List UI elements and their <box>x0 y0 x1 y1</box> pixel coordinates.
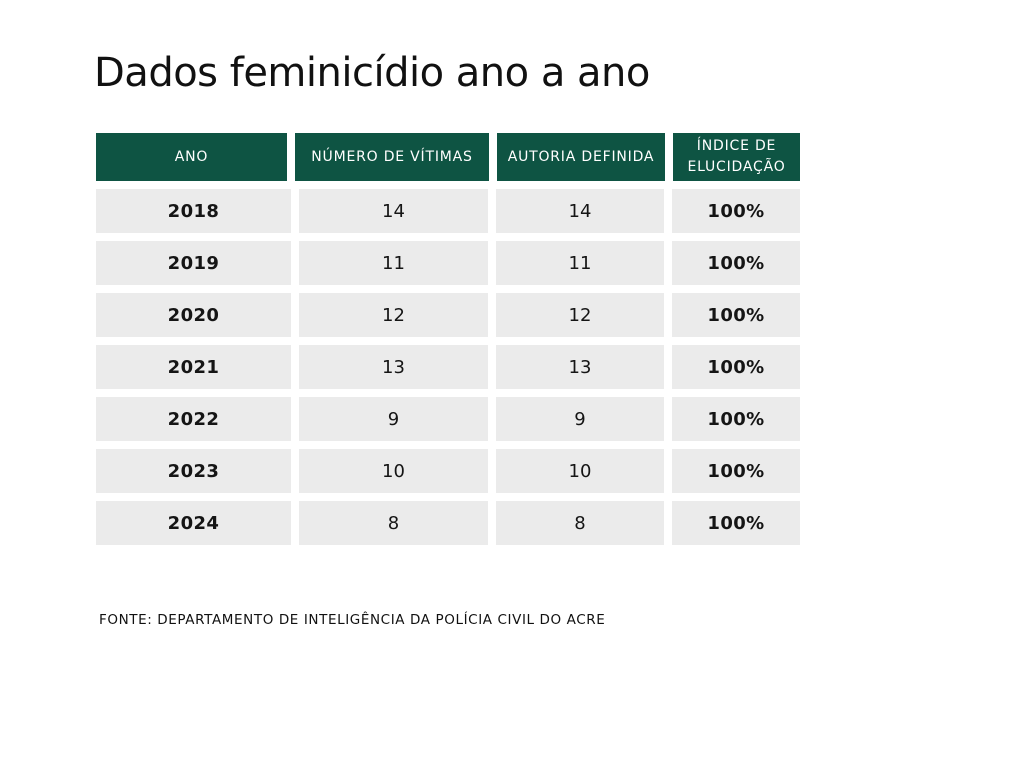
header-cell-ano: ANO <box>96 133 287 181</box>
cell-autoria-definida: 9 <box>496 397 664 441</box>
header-cell-autoria-definida: AUTORIA DEFINIDA <box>497 133 665 181</box>
cell-indice-elucidacao: 100% <box>672 501 800 545</box>
header-line-2: ELUCIDAÇÃO <box>687 159 786 175</box>
cell-numero-vitimas: 14 <box>299 189 488 233</box>
cell-indice-elucidacao: 100% <box>672 189 800 233</box>
cell-ano: 2018 <box>96 189 291 233</box>
cell-ano: 2019 <box>96 241 291 285</box>
header-line-1: ÍNDICE DE <box>696 138 777 154</box>
cell-autoria-definida: 11 <box>496 241 664 285</box>
cell-autoria-definida: 12 <box>496 293 664 337</box>
cell-numero-vitimas: 8 <box>299 501 488 545</box>
cell-indice-elucidacao: 100% <box>672 345 800 389</box>
cell-numero-vitimas: 10 <box>299 449 488 493</box>
source-note: FONTE: DEPARTAMENTO DE INTELIGÊNCIA DA P… <box>99 612 606 628</box>
cell-indice-elucidacao: 100% <box>672 397 800 441</box>
cell-ano: 2022 <box>96 397 291 441</box>
cell-autoria-definida: 14 <box>496 189 664 233</box>
cell-ano: 2024 <box>96 501 291 545</box>
header-cell-numero-vitimas: NÚMERO DE VÍTIMAS <box>295 133 489 181</box>
cell-indice-elucidacao: 100% <box>672 449 800 493</box>
cell-autoria-definida: 8 <box>496 501 664 545</box>
header-cell-indice-elucidacao: ÍNDICE DE ELUCIDAÇÃO <box>673 133 800 181</box>
cell-numero-vitimas: 11 <box>299 241 488 285</box>
cell-ano: 2023 <box>96 449 291 493</box>
cell-indice-elucidacao: 100% <box>672 293 800 337</box>
cell-autoria-definida: 10 <box>496 449 664 493</box>
cell-indice-elucidacao: 100% <box>672 241 800 285</box>
cell-ano: 2021 <box>96 345 291 389</box>
header-cell-indice-text: ÍNDICE DE ELUCIDAÇÃO <box>687 136 785 178</box>
cell-numero-vitimas: 13 <box>299 345 488 389</box>
page-title: Dados feminicídio ano a ano <box>94 50 650 96</box>
cell-ano: 2020 <box>96 293 291 337</box>
cell-numero-vitimas: 9 <box>299 397 488 441</box>
cell-autoria-definida: 13 <box>496 345 664 389</box>
cell-numero-vitimas: 12 <box>299 293 488 337</box>
